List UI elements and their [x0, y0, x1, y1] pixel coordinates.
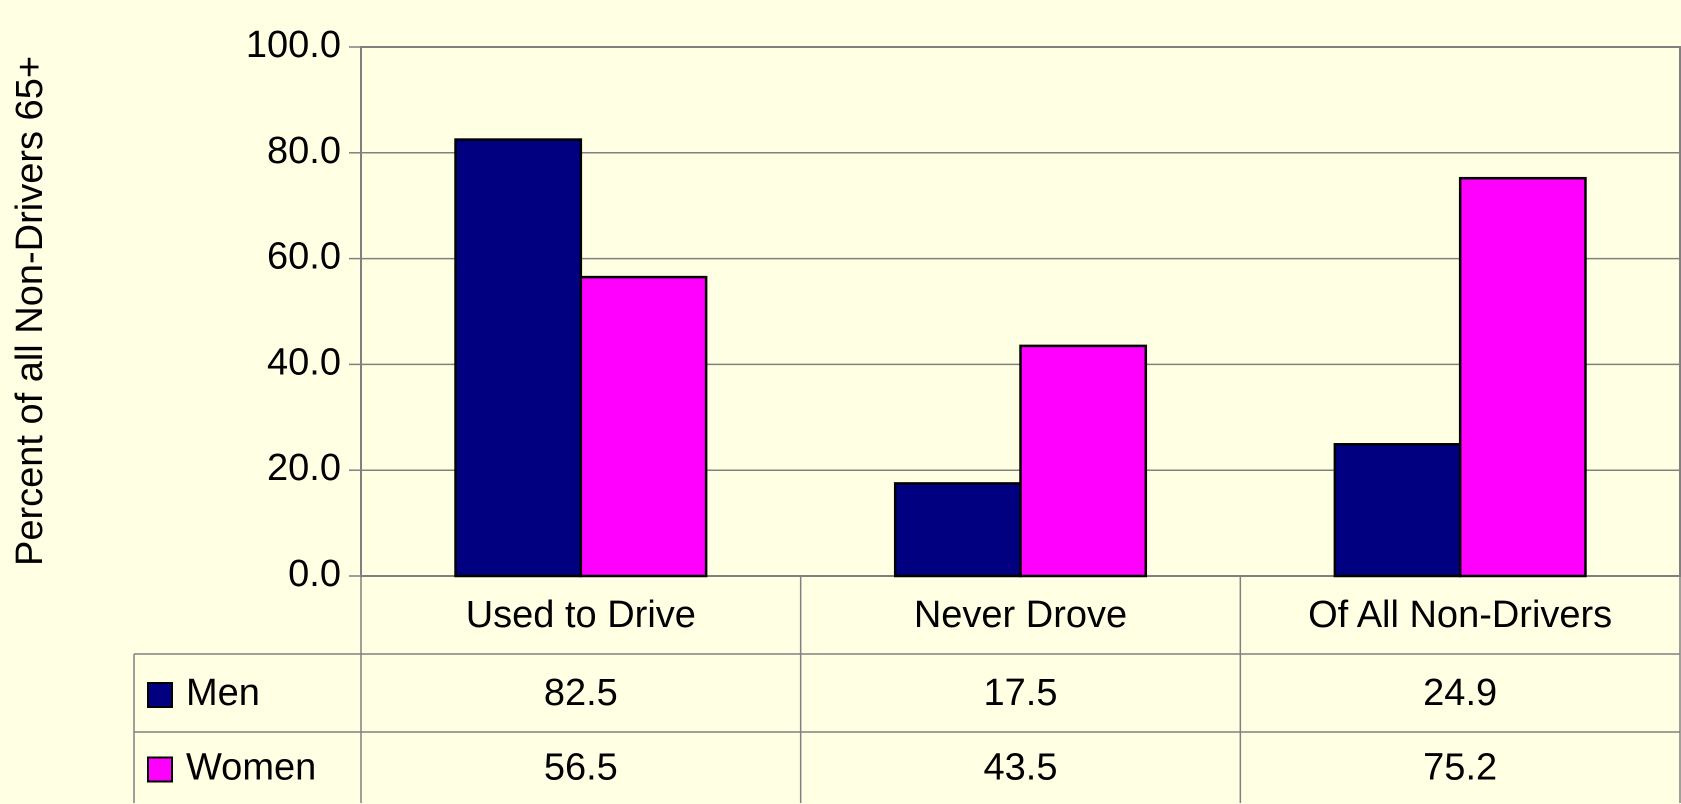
legend-label: Women: [186, 747, 316, 789]
y-tick-label: 20.0: [267, 447, 341, 489]
x-tick-label: Never Drove: [914, 594, 1127, 636]
bar: [893, 482, 1022, 578]
bar: [1458, 176, 1587, 578]
y-tick-label: 60.0: [267, 236, 341, 278]
y-tick-label: 0.0: [288, 553, 341, 595]
x-tick-label: Of All Non-Drivers: [1308, 594, 1612, 636]
y-tick-label: 100.0: [246, 24, 341, 66]
bar: [1333, 443, 1462, 578]
bar: [1019, 344, 1148, 578]
bar: [454, 138, 583, 578]
table-value: 24.9: [1423, 672, 1497, 714]
x-tick-label: Used to Drive: [466, 594, 696, 636]
legend-label: Men: [186, 672, 260, 714]
legend-swatch: [147, 682, 173, 708]
table-value: 75.2: [1423, 747, 1497, 789]
bar: [579, 275, 708, 578]
y-axis-title: Percent of all Non-Drivers 65+: [9, 56, 51, 566]
table-value: 56.5: [544, 747, 618, 789]
table-value: 43.5: [984, 747, 1058, 789]
y-tick-label: 40.0: [267, 341, 341, 383]
legend-swatch: [147, 756, 173, 783]
table-value: 82.5: [544, 672, 618, 714]
y-tick-label: 80.0: [267, 130, 341, 172]
table-value: 17.5: [984, 672, 1058, 714]
